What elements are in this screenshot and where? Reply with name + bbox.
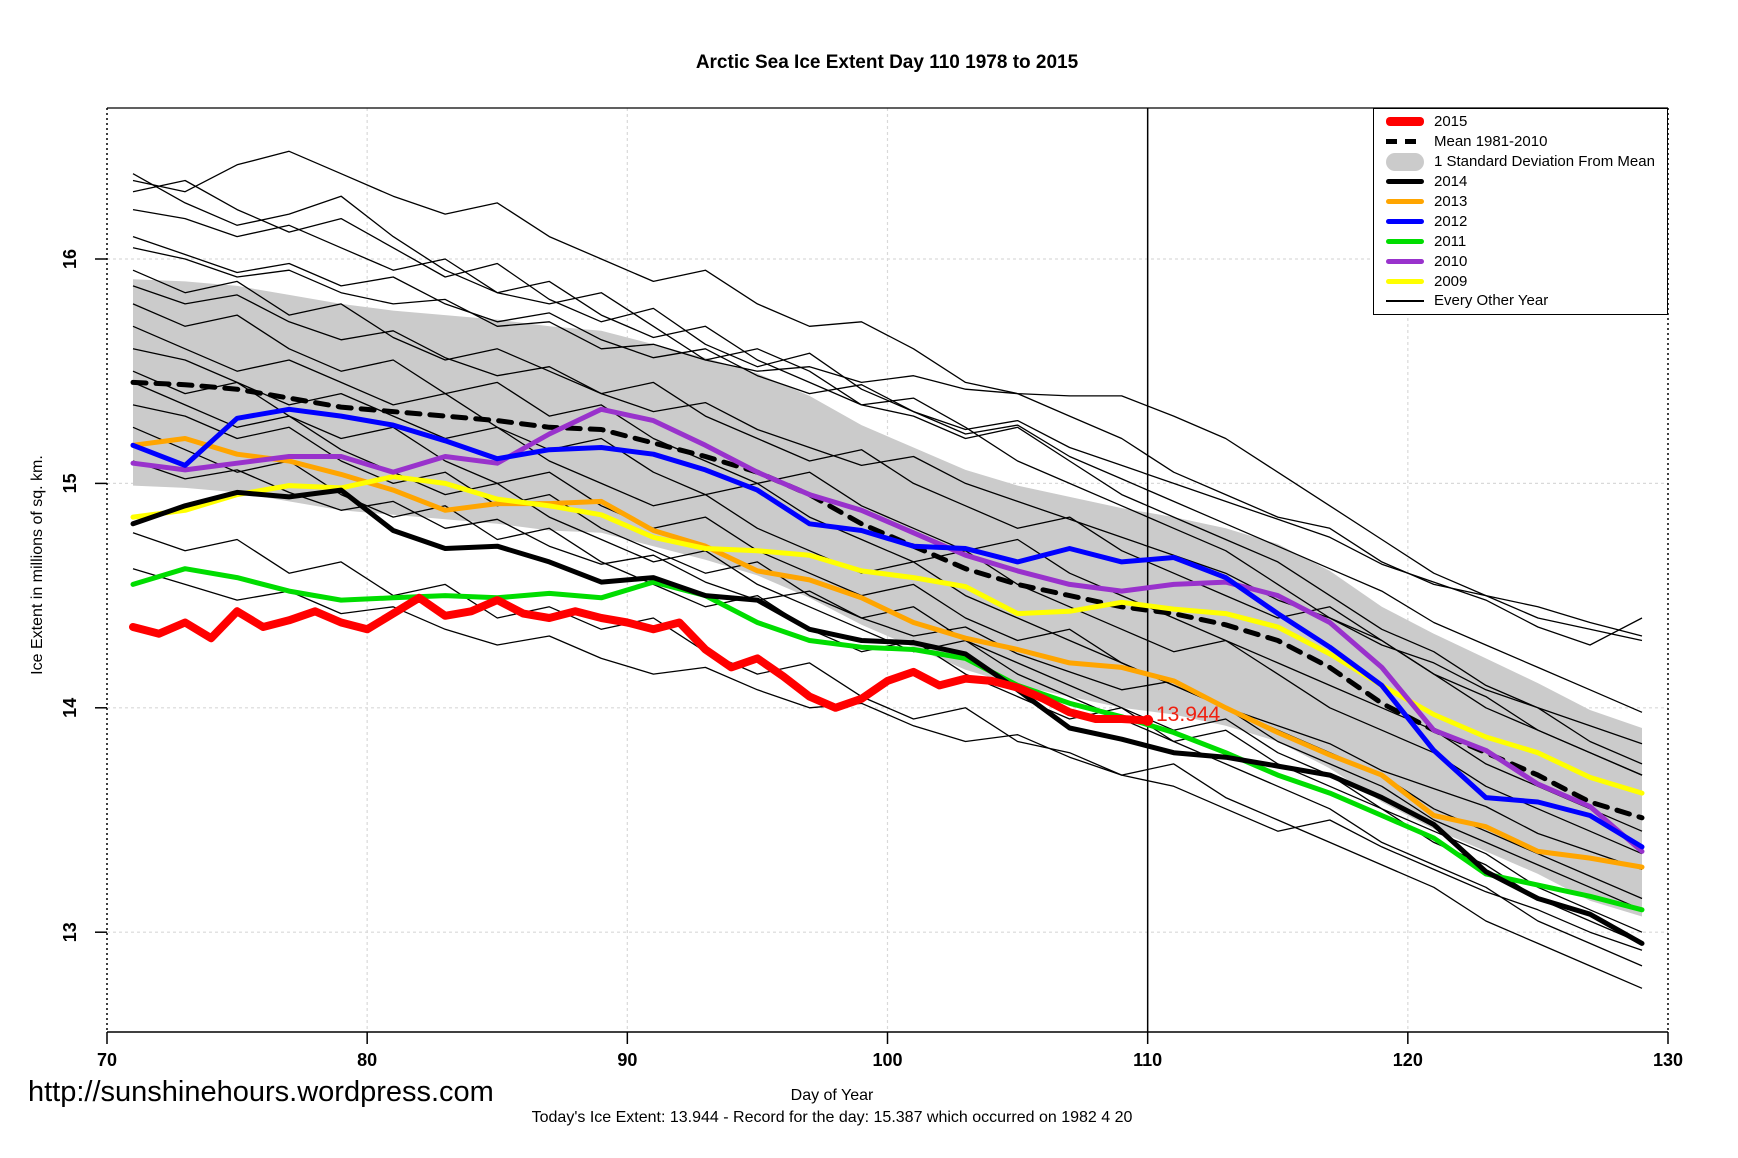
x-tick-label-70: 70 <box>97 1050 117 1070</box>
legend-swatch-dashed <box>1386 139 1424 145</box>
y-tick-label-13: 13 <box>60 922 80 942</box>
x-tick-label-90: 90 <box>617 1050 637 1070</box>
x-tick-label-100: 100 <box>872 1050 902 1070</box>
legend-swatch-band <box>1386 152 1424 171</box>
legend-item-2015: 2015 <box>1374 113 1667 131</box>
series-2009-line <box>130 474 1645 796</box>
every-other-year-line-18 <box>132 179 1643 713</box>
legend-item-2013: 2013 <box>1374 193 1667 211</box>
legend-item-2010: 2010 <box>1374 252 1667 270</box>
legend-swatch-line <box>1386 199 1424 204</box>
legend-label: 2009 <box>1434 272 1468 290</box>
x-tick-label-110: 110 <box>1133 1050 1162 1070</box>
series-2013-line <box>130 436 1645 870</box>
every-other-year-line-14 <box>132 460 1643 871</box>
every-other-year-line-6 <box>132 303 1643 832</box>
legend-label: 2015 <box>1434 113 1468 131</box>
series-2010-line <box>130 406 1645 854</box>
every-other-year-line-13 <box>132 568 1643 951</box>
every-other-year-line-9 <box>132 370 1643 911</box>
legend-label: 2010 <box>1434 252 1468 270</box>
legend-label: 2013 <box>1434 193 1468 210</box>
series-2014-line <box>130 487 1645 946</box>
every-other-year-line-1 <box>132 150 1643 637</box>
y-tick-label-15: 15 <box>60 473 80 493</box>
y-tick-label-14: 14 <box>60 698 80 718</box>
every-other-year-line-7 <box>132 325 1643 855</box>
y-axis-label: Ice Extent in millions of sq. km. <box>29 455 46 675</box>
legend-swatch-line <box>1386 218 1424 224</box>
legend-item-every-other-year: Every Other Year <box>1374 292 1667 310</box>
x-tick-label-130: 130 <box>1653 1050 1683 1070</box>
series-2015-end-dot <box>1142 714 1154 726</box>
y-tick-label-16: 16 <box>60 249 80 269</box>
x-tick-label-80: 80 <box>357 1050 377 1070</box>
legend-label: Mean 1981-2010 <box>1434 133 1548 151</box>
legend-label: 2011 <box>1434 232 1467 250</box>
chart-title: Arctic Sea Ice Extent Day 110 1978 to 20… <box>695 52 1079 73</box>
x-axis-label: Day of Year <box>790 1087 874 1104</box>
series-2015-line <box>129 593 1152 725</box>
footer-note: Today's Ice Extent: 13.944 - Record for … <box>531 1109 1133 1126</box>
mean-line <box>130 379 1645 821</box>
series-2011-line <box>130 566 1645 913</box>
every-other-year-line-15 <box>132 235 1643 646</box>
every-other-year-line-4 <box>132 173 1643 765</box>
legend-swatch-line <box>1386 278 1424 284</box>
every-other-year-line-3 <box>132 247 1643 642</box>
current-value-annotation: 13.944 <box>1156 703 1221 726</box>
site-url: http://sunshinehours.wordpress.com <box>28 1076 494 1108</box>
legend-label: 2012 <box>1434 212 1468 230</box>
x-tick-label-120: 120 <box>1393 1050 1423 1070</box>
legend-label: Every Other Year <box>1434 292 1549 310</box>
legend-swatch-line <box>1386 179 1424 185</box>
legend-item-2012: 2012 <box>1374 212 1667 230</box>
legend-swatch-thick <box>1386 117 1424 127</box>
legend: 2015 Mean 1981-2010 1 Standard Deviation F… <box>1373 108 1668 315</box>
legend-item-mean-1981-2010: Mean 1981-2010 <box>1374 133 1667 151</box>
every-other-year-line-12 <box>132 532 1643 989</box>
every-other-year-line-16 <box>132 285 1643 745</box>
legend-swatch-thin <box>1386 300 1424 302</box>
legend-label: 2014 <box>1434 173 1468 191</box>
legend-item-1-standard-deviation-from-mean: 1 Standard Deviation From Mean <box>1374 152 1667 171</box>
legend-swatch-line <box>1386 238 1424 244</box>
legend-item-2009: 2009 <box>1374 272 1667 290</box>
legend-label: 1 Standard Deviation From Mean <box>1434 153 1655 171</box>
legend-swatch-line <box>1386 258 1424 264</box>
legend-item-2011: 2011 <box>1374 232 1667 250</box>
legend-item-2014: 2014 <box>1374 173 1667 191</box>
std-dev-band <box>133 279 1642 917</box>
series-2012-line <box>130 406 1645 850</box>
